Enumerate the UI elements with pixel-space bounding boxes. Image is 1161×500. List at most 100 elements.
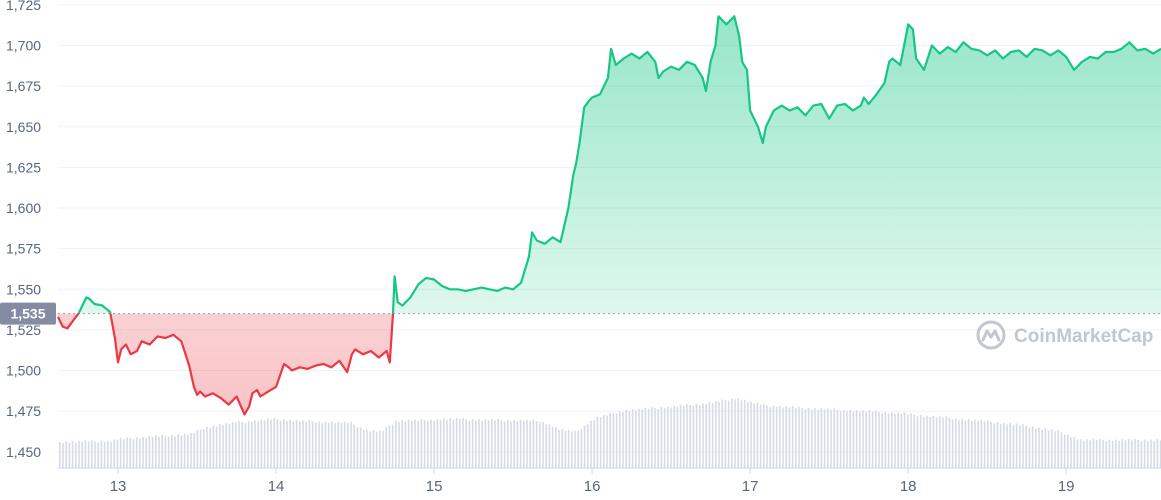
volume-bar [183, 433, 186, 468]
y-tick-label: 1,500 [6, 363, 41, 379]
volume-bar [331, 421, 333, 468]
y-tick-label: 1,725 [6, 0, 41, 13]
volume-bar [340, 423, 343, 468]
volume-bar [299, 421, 301, 468]
volume-bar [481, 420, 483, 468]
volume-bar [1131, 440, 1133, 468]
price-line-up[interactable] [58, 15, 1161, 414]
volume-bar [1127, 438, 1130, 468]
volume-bar [644, 407, 647, 468]
volume-bar [1006, 424, 1008, 468]
volume-bar [1089, 440, 1091, 468]
volume-bar [155, 435, 157, 468]
volume-bar [1156, 439, 1159, 468]
volume-bar [708, 402, 711, 468]
volume-bar [574, 430, 576, 468]
volume-bar [503, 421, 506, 468]
volume-bar [923, 416, 925, 468]
volume-bar [430, 419, 432, 468]
volume-bar [759, 404, 762, 468]
price-line-down[interactable] [57, 16, 1161, 416]
volume-bar [283, 419, 285, 468]
volume-bar [193, 432, 195, 468]
volume-bar [750, 401, 752, 468]
volume-bar [126, 437, 128, 468]
volume-bar [814, 408, 816, 468]
reference-badge-text: 1,535 [10, 306, 45, 322]
volume-bar [321, 423, 323, 468]
volume-bar [491, 418, 493, 468]
volume-bar [807, 408, 810, 468]
volume-bar [756, 402, 759, 468]
x-tick-label: 14 [268, 478, 285, 495]
y-tick-label: 1,575 [6, 241, 41, 257]
volume-bar [846, 411, 848, 468]
volume-bar [891, 412, 893, 468]
volume-bar [830, 409, 832, 468]
volume-bar [647, 408, 650, 468]
volume-bar [94, 441, 96, 468]
volume-bar [465, 419, 467, 468]
y-tick-label: 1,650 [6, 119, 41, 135]
volume-bar [1038, 427, 1040, 468]
volume-bar [715, 401, 717, 468]
y-tick-label: 1,450 [6, 444, 41, 460]
volume-bar [1044, 428, 1047, 468]
volume-bar [763, 404, 765, 468]
volume-bar [887, 413, 890, 468]
volume-bar [987, 420, 989, 468]
volume-bar [731, 398, 733, 468]
volume-bar [449, 418, 451, 468]
volume-bar [459, 419, 461, 468]
volume-bar [177, 434, 179, 468]
volume-bar [135, 437, 138, 468]
volume-bar [1022, 424, 1024, 468]
volume-bar [916, 416, 919, 468]
volume-bar [884, 412, 887, 468]
volume-bar [775, 407, 778, 468]
volume-bar [363, 429, 365, 468]
volume-bar [1124, 440, 1127, 468]
volume-bar [737, 398, 739, 468]
volume-bar [311, 421, 314, 468]
volume-bar [1009, 423, 1011, 468]
volume-bar [1051, 429, 1053, 468]
volume-bar [929, 417, 931, 468]
volume-bar [1073, 437, 1075, 468]
volume-bar [1041, 429, 1043, 468]
volume-bar [343, 421, 346, 468]
volume-bar [606, 415, 608, 468]
volume-bar [907, 414, 909, 468]
volume-bar [273, 417, 275, 468]
volume-bar [91, 440, 93, 468]
coinmarketcap-logo-icon [976, 320, 1006, 350]
volume-bar [100, 440, 103, 468]
volume-bar [103, 441, 106, 468]
volume-bar [372, 430, 375, 468]
volume-bar [913, 414, 915, 468]
volume-bar [539, 422, 541, 468]
volume-bar [974, 419, 976, 468]
volume-bar [65, 441, 67, 468]
volume-bar [743, 399, 746, 468]
volume-bar [932, 415, 935, 468]
volume-bar [401, 420, 403, 468]
volume-bar [270, 419, 272, 468]
volume-bar [609, 412, 611, 468]
volume-bar [468, 420, 471, 468]
volume-bar [516, 421, 519, 468]
volume-bar [871, 411, 874, 468]
volume-bar [510, 421, 512, 468]
volume-bar [1092, 438, 1095, 468]
volume-bar [334, 423, 336, 468]
volume-bar [215, 426, 218, 468]
volume-bar [769, 406, 771, 468]
volume-bar [436, 419, 439, 468]
volume-bar [71, 440, 74, 468]
volume-bar [1031, 426, 1034, 468]
volume-bar [123, 439, 125, 468]
volume-bar [1015, 423, 1018, 468]
y-axis: 1,450 1,475 1,500 1,525 1,550 1,575 1,600 1,625… [6, 0, 41, 460]
volume-bar [241, 421, 243, 468]
